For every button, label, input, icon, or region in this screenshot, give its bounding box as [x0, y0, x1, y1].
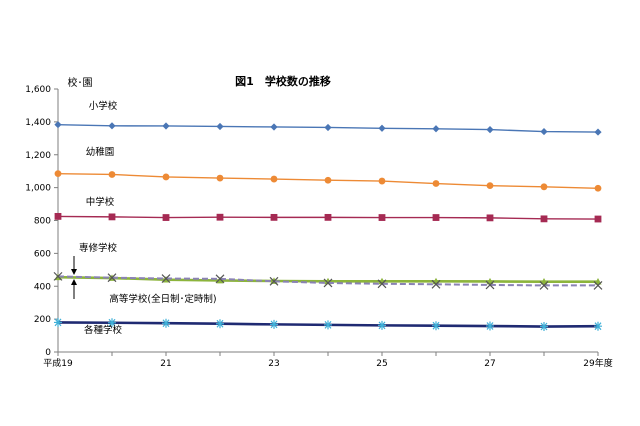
data-point: [161, 274, 171, 283]
y-tick-label: 1,400: [25, 118, 51, 128]
data-point: [108, 171, 116, 178]
data-point: [162, 122, 170, 130]
data-point: [54, 212, 62, 220]
series-diamond: [54, 121, 602, 136]
data-point: [108, 122, 116, 130]
series-label: 小学校: [89, 100, 118, 112]
series-layer: [53, 121, 603, 332]
y-tick-label: 400: [34, 282, 51, 292]
data-point: [378, 124, 386, 132]
data-point: [432, 214, 440, 221]
data-point: [593, 281, 603, 290]
axes: 0 200 400 600 800 1,000 1,200 1,400 1,600 平成19 21 2…: [25, 85, 612, 369]
data-point: [162, 214, 170, 221]
data-point: [432, 125, 440, 133]
data-point: [162, 173, 170, 181]
data-point: [378, 320, 386, 330]
data-point: [215, 274, 225, 284]
arrow-head: [71, 279, 77, 285]
x-tick-label: 23: [268, 359, 279, 369]
data-point: [270, 213, 278, 221]
data-point: [540, 215, 548, 223]
data-point: [594, 128, 602, 136]
data-point: [323, 278, 333, 288]
data-point: [377, 279, 387, 289]
series-x: [53, 271, 603, 290]
data-point: [54, 317, 62, 327]
series-asterisk: [54, 317, 602, 332]
data-point: [270, 175, 278, 183]
data-point: [324, 176, 332, 184]
data-point: [432, 321, 440, 331]
series-label: 各種学校: [84, 324, 123, 336]
data-point: [216, 213, 224, 221]
series-label: 中学校: [86, 196, 115, 208]
data-point: [486, 214, 494, 222]
data-point: [270, 123, 278, 131]
data-point: [324, 123, 332, 132]
y-tick-label: 1,200: [25, 151, 51, 161]
x-tick-label: 27: [484, 359, 495, 369]
data-point: [54, 121, 62, 129]
data-point: [324, 213, 332, 221]
arrow-head: [71, 269, 77, 275]
data-point: [486, 182, 494, 190]
data-point: [162, 318, 170, 328]
data-point: [216, 122, 224, 131]
x-tick-label: 平成19: [43, 357, 73, 369]
data-point: [432, 180, 440, 187]
data-point: [540, 183, 548, 191]
data-point: [539, 281, 549, 290]
y-tick-label: 600: [34, 249, 51, 259]
data-point: [378, 177, 386, 185]
data-point: [378, 214, 386, 221]
data-point: [486, 321, 494, 331]
y-tick-label: 1,000: [25, 184, 51, 194]
x-tick-label: 29年度: [583, 357, 612, 369]
data-point: [269, 276, 279, 286]
data-point: [53, 271, 63, 281]
data-point: [108, 213, 116, 221]
data-point: [270, 319, 278, 329]
series-square: [54, 212, 602, 223]
data-point: [107, 273, 117, 283]
data-point: [216, 319, 224, 329]
data-point: [540, 127, 548, 136]
data-point: [594, 215, 602, 223]
chart-title: 図1 学校数の推移: [235, 74, 331, 88]
data-point: [594, 184, 602, 192]
data-point: [431, 279, 441, 289]
data-point: [216, 276, 224, 284]
series-label: 幼稚園: [86, 146, 115, 158]
data-point: [324, 320, 332, 330]
series-label: 高等学校(全日制･定時制): [109, 293, 216, 305]
x-tick-label: 25: [376, 359, 387, 369]
data-point: [540, 322, 548, 332]
data-point: [594, 321, 602, 331]
y-tick-label: 0: [45, 348, 51, 358]
y-tick-label: 800: [34, 217, 51, 227]
y-axis-unit: 校･園: [68, 76, 93, 89]
series-label: 専修学校: [79, 242, 118, 254]
series-circle: [54, 170, 602, 192]
data-point: [108, 318, 116, 328]
y-tick-label: 200: [34, 315, 51, 325]
data-point: [216, 174, 224, 182]
y-tick-label: 1,600: [25, 85, 51, 95]
data-point: [54, 170, 62, 178]
x-tick-label: 21: [160, 359, 171, 369]
data-point: [485, 280, 495, 290]
data-point: [486, 126, 494, 134]
